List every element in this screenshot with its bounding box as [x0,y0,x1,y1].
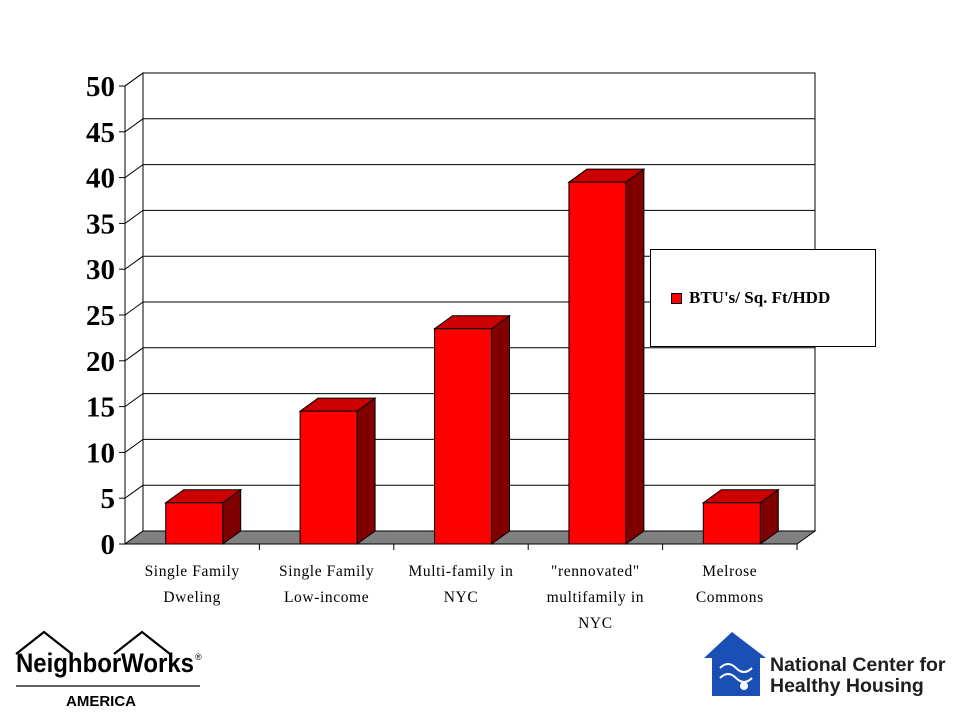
legend-label: BTU's/ Sq. Ft/HDD [689,288,831,307]
bar-side [491,314,510,545]
x-tick-label: Multi-family in [408,563,513,580]
logo-subtext: AMERICA [66,693,136,710]
x-tick-labels: Single Family Dweling Single Family Low-inc… [145,563,764,632]
y-tick-label: 50 [86,71,115,103]
x-tick-label: Commons [696,589,764,606]
legend: BTU's/ Sq. Ft/HDD [650,249,876,347]
registered-mark: ® [195,652,202,662]
x-tick-label: NYC [578,615,613,632]
gridline-side [124,301,144,316]
y-tick-label: 20 [86,346,115,378]
y-tick-label: 15 [86,392,115,424]
y-tick-label: 45 [86,117,115,149]
gridline-side [124,209,144,224]
gridline-side [124,164,144,179]
y-tick-label: 0 [101,529,116,561]
x-tick-label: Single Family [279,563,374,580]
nchh-wordmark: National Center for Healthy Housing [770,655,946,697]
y-tick-label: 10 [86,437,115,469]
nchh-line-2: Healthy Housing [770,675,924,697]
gridline-side [124,438,144,453]
house-emblem-icon [704,632,766,696]
x-tick-label: "rennovated" [551,563,640,580]
x-tick-label: NYC [444,589,479,606]
nchh-line-1: National Center for [770,654,946,676]
bar [702,502,761,545]
nchh-logo [704,632,766,696]
x-tick-label: Single Family [145,563,240,580]
bar-side [356,397,376,545]
legend-swatch [671,293,682,304]
gridline-side [124,255,144,270]
neighborworks-logo: NeighborWorks ® AMERICA [15,630,202,710]
bar [434,328,492,545]
bars [164,168,780,545]
gridline-side [124,72,144,87]
bar [165,502,224,545]
bar-side [625,168,645,545]
gridline-side [124,347,144,362]
bar [299,410,358,545]
x-tick-label: Dweling [163,589,221,606]
y-tick-label: 40 [86,163,115,195]
x-tick-label: Melrose [702,563,757,580]
bar [568,181,627,545]
x-tick-label: Low-income [284,589,369,606]
gridline-side [124,393,144,408]
logo-wordmark: NeighborWorks [16,648,194,678]
gridline-side [124,118,144,133]
y-tick-label: 30 [86,254,115,286]
y-tick-labels: 0 5 10 15 20 25 30 35 40 45 50 [86,71,115,561]
y-tick-label: 35 [86,208,115,240]
y-tick-label: 25 [86,300,115,332]
y-tick-label: 5 [101,483,116,515]
x-tick-label: multifamily in [547,589,645,606]
house-roof-icon [15,630,171,655]
gridline-side [124,484,144,499]
